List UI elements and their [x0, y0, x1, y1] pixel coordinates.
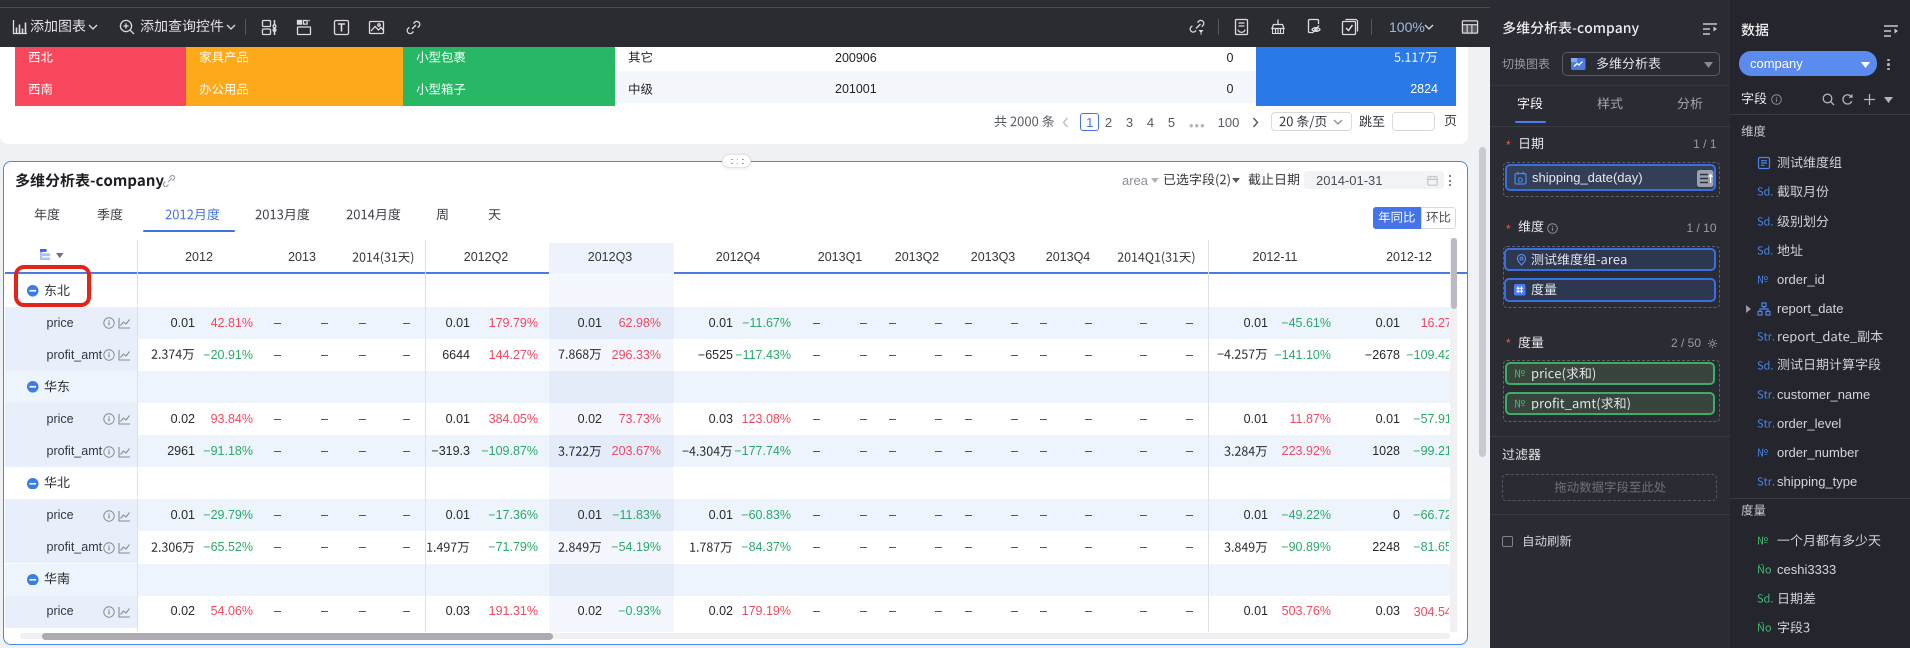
svg-text:D: D	[1518, 175, 1524, 184]
